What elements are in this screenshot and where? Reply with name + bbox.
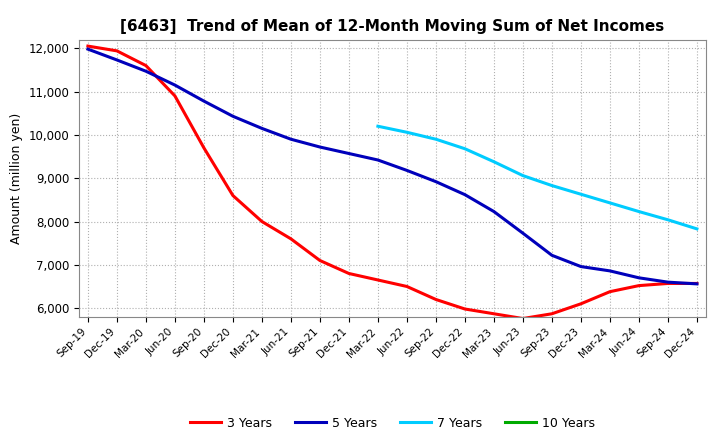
7 Years — [577, 191, 585, 197]
7 Years — [431, 136, 440, 142]
3 Years — [461, 306, 469, 312]
3 Years — [287, 236, 295, 242]
3 Years — [431, 297, 440, 302]
5 Years — [142, 69, 150, 74]
7 Years — [402, 130, 411, 135]
5 Years — [490, 209, 498, 214]
3 Years — [402, 284, 411, 289]
Title: [6463]  Trend of Mean of 12-Month Moving Sum of Net Incomes: [6463] Trend of Mean of 12-Month Moving … — [120, 19, 665, 34]
3 Years — [490, 311, 498, 316]
7 Years — [634, 209, 643, 214]
3 Years — [518, 316, 527, 321]
5 Years — [461, 192, 469, 197]
5 Years — [518, 231, 527, 236]
Line: 7 Years: 7 Years — [378, 126, 697, 229]
5 Years — [693, 281, 701, 286]
7 Years — [461, 146, 469, 151]
Y-axis label: Amount (million yen): Amount (million yen) — [10, 113, 23, 244]
7 Years — [606, 200, 614, 205]
5 Years — [548, 253, 557, 258]
Line: 5 Years: 5 Years — [88, 49, 697, 284]
3 Years — [606, 289, 614, 294]
5 Years — [664, 279, 672, 285]
3 Years — [345, 271, 354, 276]
3 Years — [228, 193, 237, 198]
7 Years — [664, 217, 672, 222]
Legend: 3 Years, 5 Years, 7 Years, 10 Years: 3 Years, 5 Years, 7 Years, 10 Years — [184, 412, 600, 435]
3 Years — [374, 277, 382, 282]
7 Years — [693, 226, 701, 231]
3 Years — [693, 281, 701, 286]
5 Years — [228, 114, 237, 119]
5 Years — [606, 268, 614, 274]
5 Years — [112, 57, 121, 62]
3 Years — [84, 44, 92, 49]
5 Years — [287, 136, 295, 142]
7 Years — [518, 173, 527, 178]
Line: 3 Years: 3 Years — [88, 46, 697, 319]
3 Years — [664, 281, 672, 286]
5 Years — [345, 151, 354, 156]
5 Years — [315, 144, 324, 150]
5 Years — [634, 275, 643, 280]
5 Years — [402, 168, 411, 173]
3 Years — [258, 219, 266, 224]
3 Years — [577, 301, 585, 306]
7 Years — [548, 183, 557, 188]
5 Years — [258, 126, 266, 131]
3 Years — [142, 63, 150, 68]
5 Years — [431, 179, 440, 184]
7 Years — [374, 124, 382, 129]
5 Years — [374, 158, 382, 163]
7 Years — [490, 159, 498, 165]
5 Years — [171, 82, 179, 88]
3 Years — [315, 258, 324, 263]
3 Years — [548, 311, 557, 316]
3 Years — [199, 145, 208, 150]
5 Years — [84, 47, 92, 52]
3 Years — [112, 48, 121, 54]
5 Years — [199, 99, 208, 104]
3 Years — [634, 283, 643, 288]
5 Years — [577, 264, 585, 269]
3 Years — [171, 93, 179, 99]
